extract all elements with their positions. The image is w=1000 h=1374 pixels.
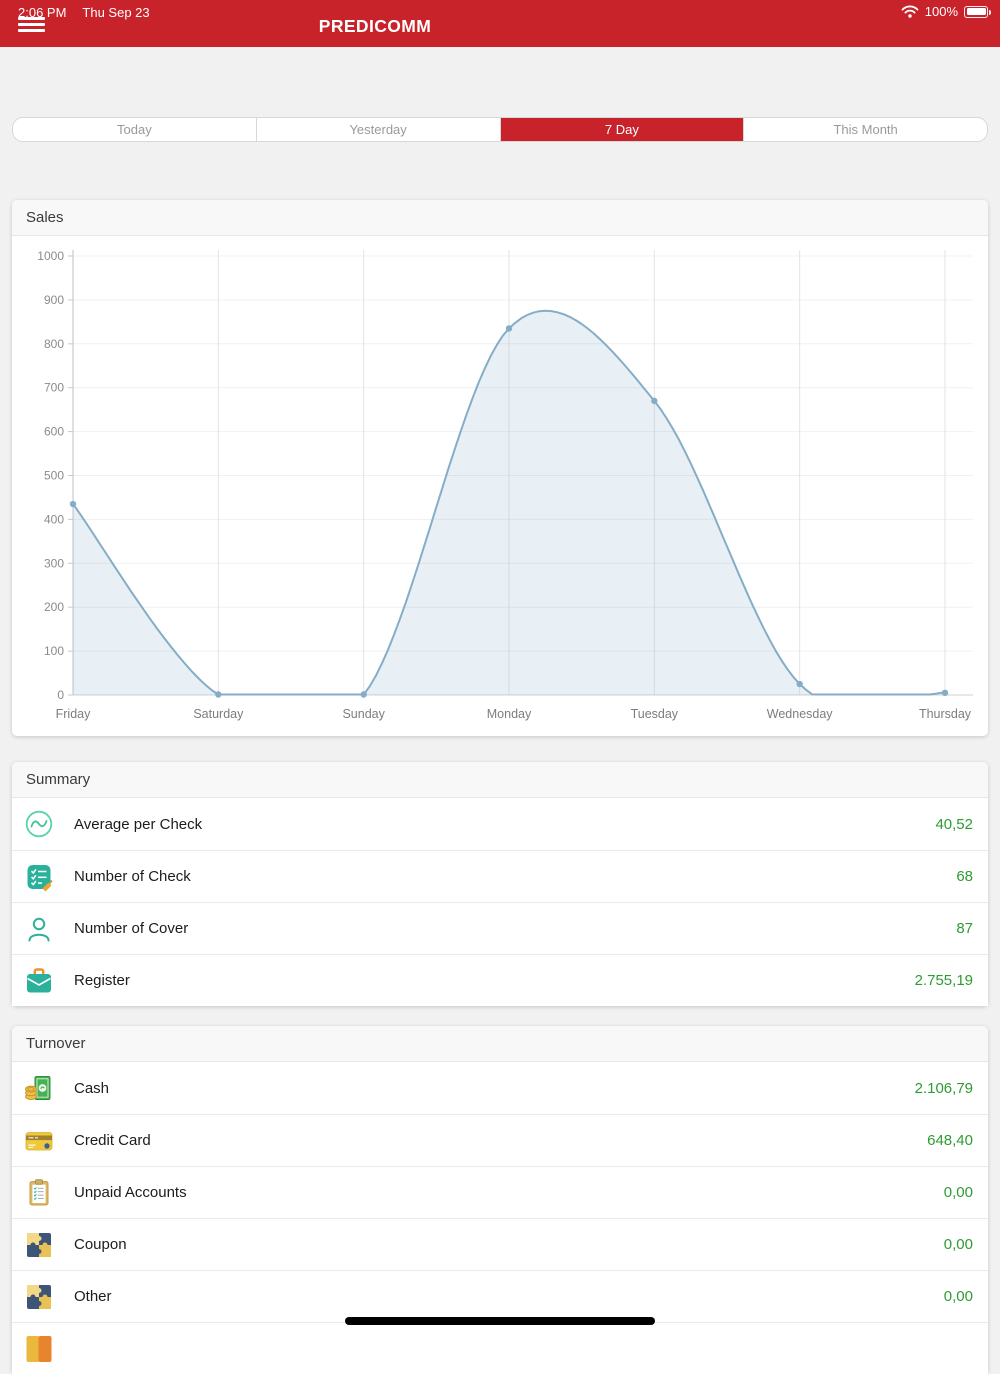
row-value: 0,00 (943, 1184, 973, 1201)
puzzle-icon (27, 1232, 51, 1257)
svg-text:900: 900 (44, 293, 64, 307)
average-chart-icon (25, 810, 53, 838)
svg-text:500: 500 (44, 469, 64, 483)
tab-7-day[interactable]: 7 Day (500, 118, 745, 141)
status-time: 2:06 PM (18, 5, 67, 20)
row-value: 2.755,19 (914, 972, 973, 989)
ticket-icon (26, 1335, 52, 1362)
navbar: 2:06 PM Thu Sep 23 PREDICOMM 100% (0, 0, 1000, 47)
row-label: Unpaid Accounts (74, 1184, 187, 1201)
table-row: Cash 2.106,79 (12, 1062, 988, 1114)
tab-today[interactable]: Today (13, 118, 257, 141)
app-title: PREDICOMM (318, 16, 432, 36)
svg-text:Monday: Monday (487, 707, 532, 721)
svg-text:Thursday: Thursday (919, 707, 972, 721)
row-value: 648,40 (927, 1132, 973, 1149)
home-indicator[interactable] (345, 1317, 655, 1325)
row-value: 0,00 (943, 1288, 973, 1305)
svg-text:Saturday: Saturday (193, 707, 244, 721)
svg-text:0: 0 (57, 688, 64, 702)
sales-area-chart: 0 100 200 300 400 500 600 700 800 900 1000 Friday Sa… (12, 236, 988, 736)
row-value: 68 (956, 868, 973, 885)
row-label: Cash (74, 1079, 110, 1097)
svg-text:Sunday: Sunday (342, 707, 385, 721)
svg-text:100: 100 (44, 644, 64, 658)
row-label: Number of Check (74, 868, 191, 885)
battery-percent: 100% (924, 4, 958, 19)
svg-text:800: 800 (44, 337, 64, 351)
table-row-partial (12, 1322, 988, 1374)
turnover-card-title: Turnover (12, 1026, 988, 1062)
svg-text:Wednesday: Wednesday (767, 707, 834, 721)
tab-yesterday[interactable]: Yesterday (257, 118, 501, 141)
battery-icon (964, 5, 991, 18)
status-date: Thu Sep 23 (82, 5, 150, 20)
row-label: Register (74, 972, 130, 989)
summary-card: Summary Average per Check 40,52 Number o… (12, 762, 988, 1006)
tab-this-month[interactable]: This Month (833, 122, 898, 137)
table-row: Number of Cover 87 (12, 902, 988, 954)
sales-card: Sales 0 100 200 300 400 500 600 700 800 900 1000 Fr… (12, 200, 988, 736)
puzzle-icon (27, 1284, 51, 1309)
row-label: Other (74, 1288, 112, 1305)
svg-text:Friday: Friday (56, 707, 91, 721)
cash-icon (25, 1076, 51, 1100)
svg-text:700: 700 (44, 381, 64, 395)
table-row: Coupon 0,00 (12, 1218, 988, 1270)
table-row: Credit Card 648,40 (12, 1114, 988, 1166)
sales-card-title: Sales (12, 200, 988, 236)
row-value: 40,52 (935, 815, 973, 833)
checklist-icon (27, 864, 53, 891)
menu-icon[interactable] (18, 17, 45, 36)
row-value: 2.106,79 (914, 1079, 973, 1097)
svg-text:1000: 1000 (37, 249, 64, 263)
svg-text:400: 400 (44, 512, 64, 526)
table-row: Register 2.755,19 (12, 954, 988, 1006)
clipboard-icon (29, 1178, 49, 1205)
table-row: Number of Check 68 (12, 850, 988, 902)
table-row: Unpaid Accounts 0,00 (12, 1166, 988, 1218)
briefcase-icon (27, 967, 51, 992)
svg-text:Tuesday: Tuesday (631, 707, 679, 721)
row-label: Credit Card (74, 1132, 151, 1149)
wifi-icon (901, 5, 919, 18)
svg-text:200: 200 (44, 600, 64, 614)
row-value: 87 (956, 920, 973, 937)
status-bar: 2:06 PM Thu Sep 23 (18, 5, 150, 20)
date-range-segmented-control: Today Yesterday 7 Day This Month (12, 117, 988, 142)
svg-text:600: 600 (44, 425, 64, 439)
row-label: Number of Cover (74, 920, 189, 937)
table-row: Average per Check 40,52 (12, 798, 988, 850)
person-icon (28, 917, 50, 941)
table-row: Other 0,00 (12, 1270, 988, 1322)
credit-card-icon (25, 1131, 53, 1150)
svg-text:300: 300 (44, 556, 64, 570)
summary-card-title: Summary (12, 762, 988, 798)
row-label: Coupon (74, 1236, 127, 1253)
row-value: 0,00 (943, 1236, 973, 1253)
row-label: Average per Check (74, 815, 203, 833)
